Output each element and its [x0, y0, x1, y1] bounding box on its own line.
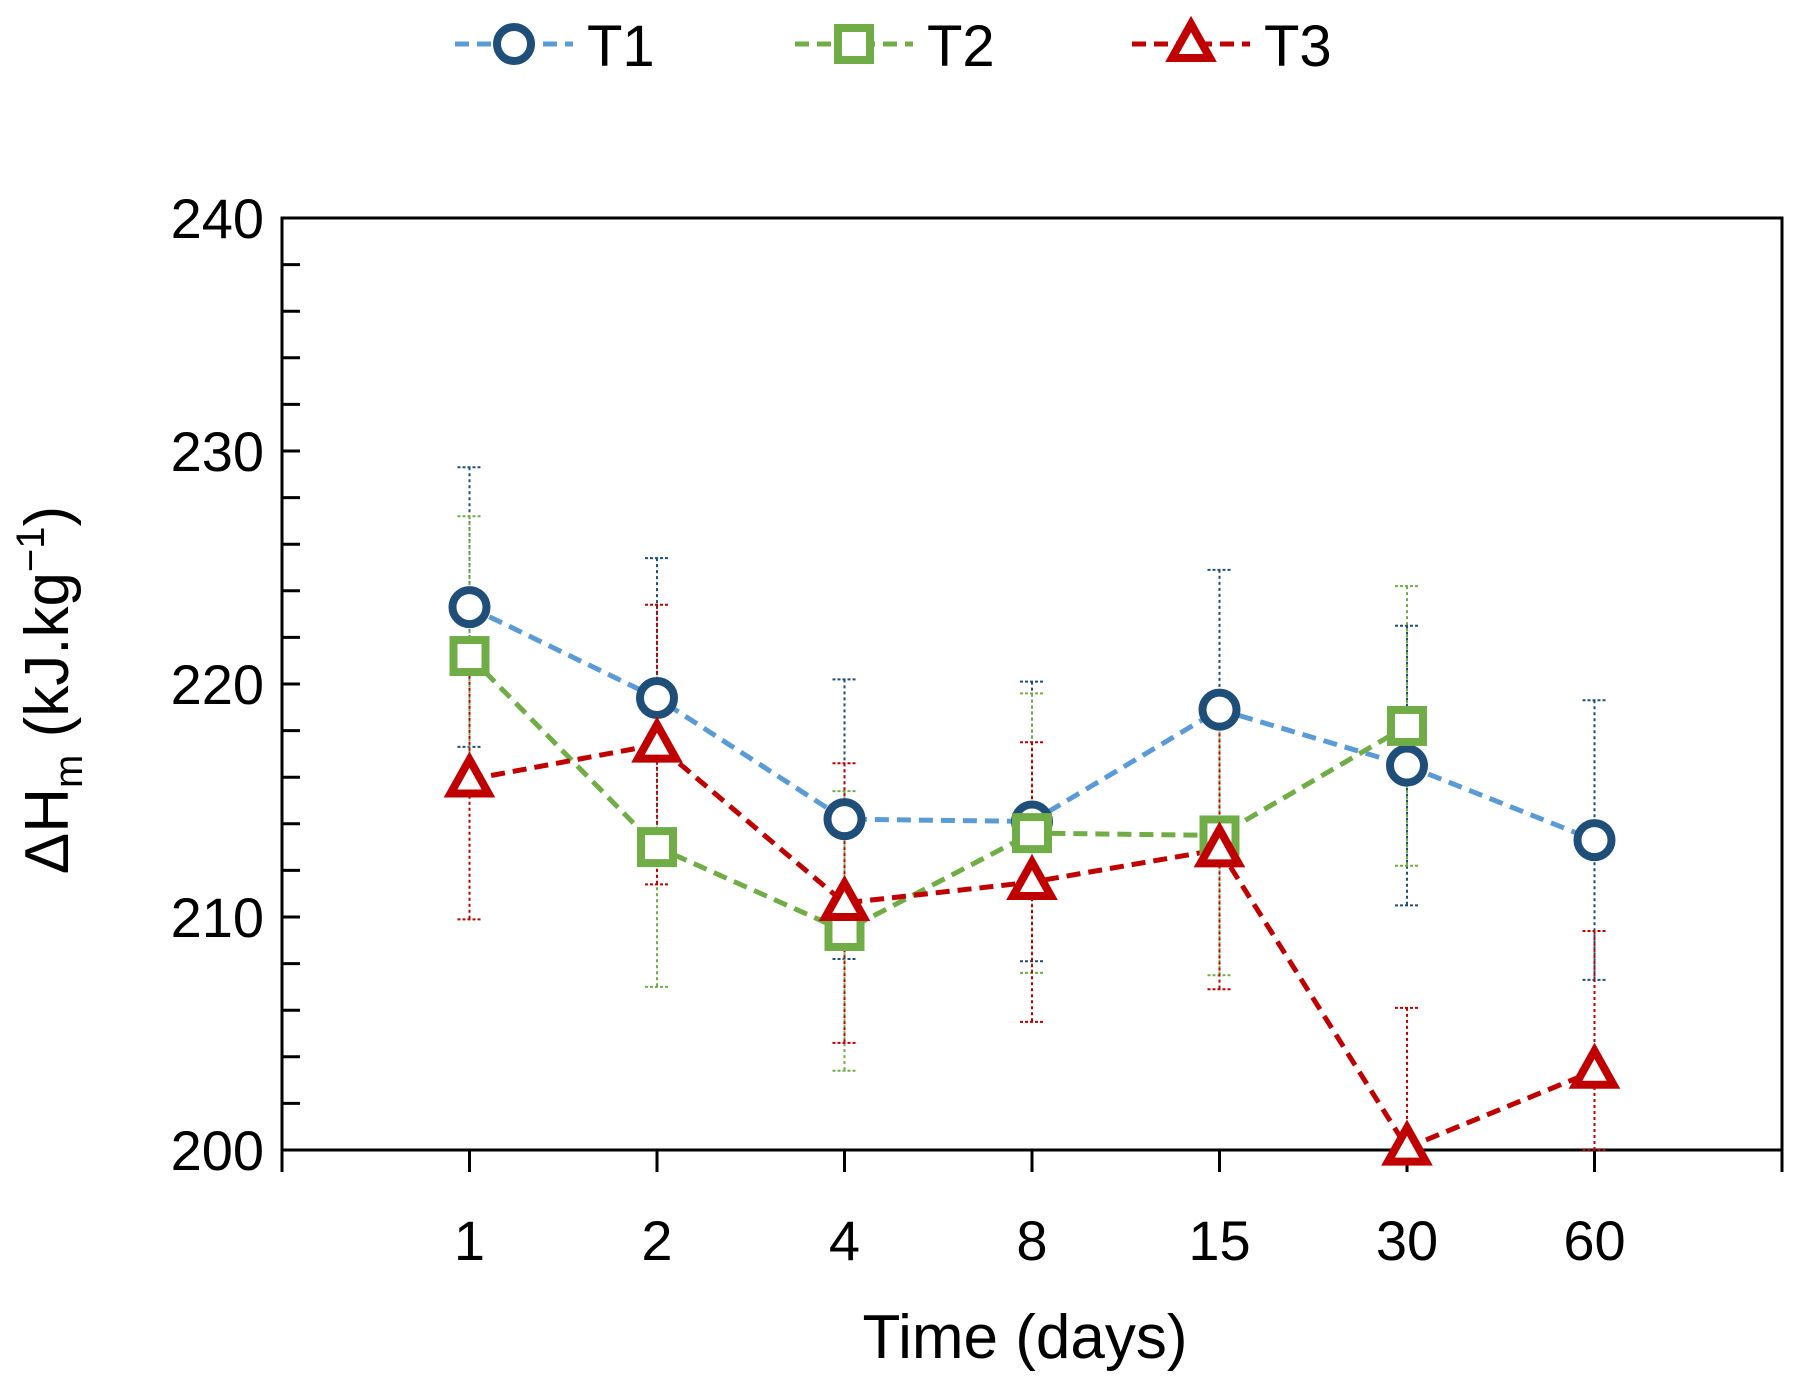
point-t3-2 — [631, 716, 683, 763]
point-t3-8 — [1006, 853, 1058, 901]
legend-marker — [1165, 15, 1217, 62]
legend-marker — [493, 23, 535, 65]
y-axis-title-base: ΔH — [13, 788, 82, 874]
y-tick-label: 230 — [171, 420, 264, 483]
x-tick-label: 8 — [1016, 1209, 1047, 1272]
legend-label: T3 — [1264, 14, 1332, 79]
point-t3-15 — [1193, 821, 1246, 868]
error-bar-t3 — [1582, 929, 1607, 1151]
y-tick-label: 240 — [171, 187, 264, 250]
x-tick-label: 15 — [1188, 1209, 1250, 1272]
axis-labels: Time (days) ΔHm (kJ.kg−1) — [9, 506, 1187, 1372]
point-t3-4 — [818, 874, 871, 922]
legend-item-t2: T2 — [795, 14, 995, 79]
point-t3-30 — [1381, 1119, 1433, 1166]
x-tick-label: 1 — [454, 1209, 485, 1272]
y-axis-title-subscript: m — [47, 755, 91, 788]
point-t3-60 — [1568, 1042, 1621, 1089]
point-t1-2 — [636, 676, 678, 719]
point-t1-30 — [1386, 744, 1428, 787]
y-axis-title-unit: (kJ.kg — [13, 572, 82, 755]
legend: T1 T2 T3 — [455, 14, 1332, 79]
x-tick-label: 2 — [641, 1209, 672, 1272]
y-tick-label: 210 — [171, 886, 264, 949]
point-t1-4 — [823, 798, 866, 841]
x-tick-label: 4 — [829, 1209, 860, 1272]
point-t2-8 — [1012, 813, 1052, 854]
x-tick-label: 30 — [1376, 1209, 1438, 1272]
x-axis-title: Time (days) — [863, 1303, 1188, 1372]
series-markers — [443, 586, 1621, 1166]
legend-label: T1 — [587, 14, 655, 79]
legend-item-t3: T3 — [1132, 14, 1332, 79]
x-tick-label: 60 — [1563, 1209, 1625, 1272]
legend-marker — [834, 24, 874, 64]
y-tick-label: 220 — [171, 653, 264, 716]
point-t1-15 — [1198, 688, 1241, 731]
legend-label: T2 — [927, 14, 995, 79]
legend-item-t1: T1 — [455, 14, 655, 79]
point-t3-1 — [443, 751, 496, 798]
point-t1-1 — [448, 586, 491, 629]
point-t2-30 — [1387, 705, 1427, 746]
y-axis-title-superscript: −1 — [9, 526, 53, 572]
point-t2-1 — [449, 636, 490, 677]
series-line-t2 — [467, 654, 1409, 934]
y-tick-label: 200 — [171, 1119, 264, 1182]
axis-ticks: 200 210 220 230 240 1 2 4 8 15 30 60 — [171, 187, 1784, 1272]
point-t2-2 — [637, 827, 677, 868]
y-axis-title: ΔHm (kJ.kg−1) — [9, 506, 91, 874]
point-t1-60 — [1573, 819, 1616, 862]
y-axis-title-close: ) — [13, 506, 82, 527]
